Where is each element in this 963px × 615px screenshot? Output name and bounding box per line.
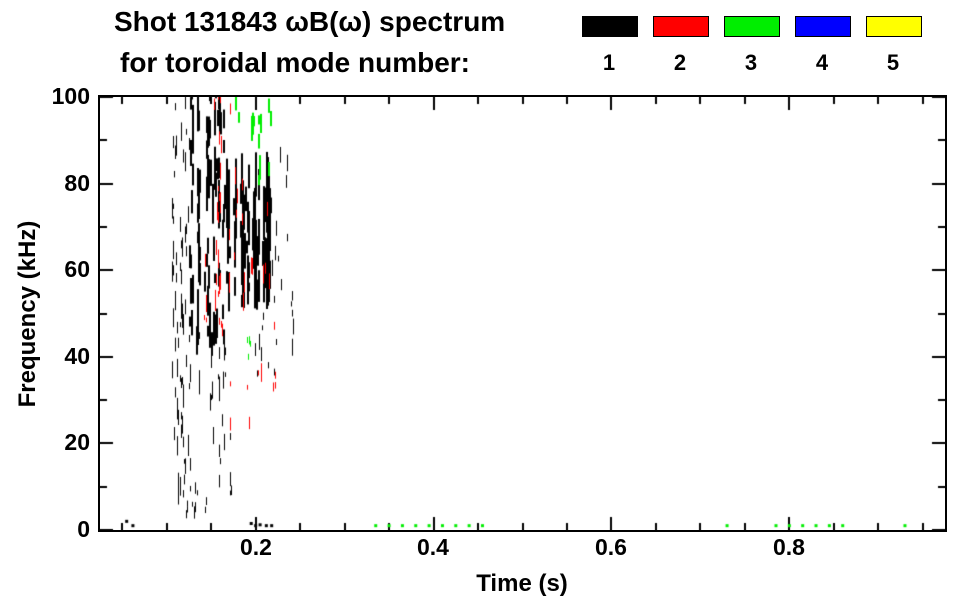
y-tick-label-0: 0 <box>77 516 90 542</box>
legend-swatch-mode-4 <box>795 16 851 37</box>
legend-swatch-mode-1 <box>582 16 638 37</box>
y-tick-label-80: 80 <box>64 170 90 196</box>
legend-label-mode-5: 5 <box>886 50 900 75</box>
chart-subtitle: for toroidal mode number: <box>120 47 470 78</box>
legend-label-mode-4: 4 <box>815 50 829 75</box>
y-tick-label-60: 60 <box>64 256 90 282</box>
legend-swatch-mode-3 <box>724 16 780 37</box>
legend-swatch-mode-2 <box>653 16 709 37</box>
y-tick-label-40: 40 <box>64 343 90 369</box>
legend-swatch-mode-5 <box>866 16 922 37</box>
y-tick-label-100: 100 <box>51 83 90 109</box>
legend-label-mode-3: 3 <box>744 50 758 75</box>
x-tick-label-0-2: 0.2 <box>240 534 272 560</box>
y-axis-title: Frequency (kHz) <box>14 220 41 408</box>
x-tick-label-0-4: 0.4 <box>417 534 449 560</box>
chart-title: Shot 131843 ωB(ω) spectrum <box>114 6 506 37</box>
y-tick-label-20: 20 <box>64 429 90 455</box>
x-tick-label-0-6: 0.6 <box>595 534 627 560</box>
x-axis-title: Time (s) <box>476 570 568 597</box>
x-tick-label-0-8: 0.8 <box>773 534 805 560</box>
legend-label-mode-1: 1 <box>602 50 616 75</box>
legend-label-mode-2: 2 <box>673 50 687 75</box>
spectrogram-canvas <box>100 97 945 530</box>
